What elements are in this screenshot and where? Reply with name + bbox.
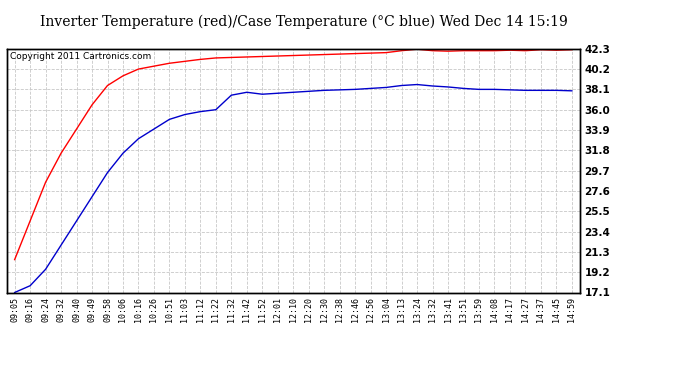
Text: Inverter Temperature (red)/Case Temperature (°C blue) Wed Dec 14 15:19: Inverter Temperature (red)/Case Temperat… bbox=[40, 15, 567, 29]
Text: Copyright 2011 Cartronics.com: Copyright 2011 Cartronics.com bbox=[10, 53, 151, 62]
